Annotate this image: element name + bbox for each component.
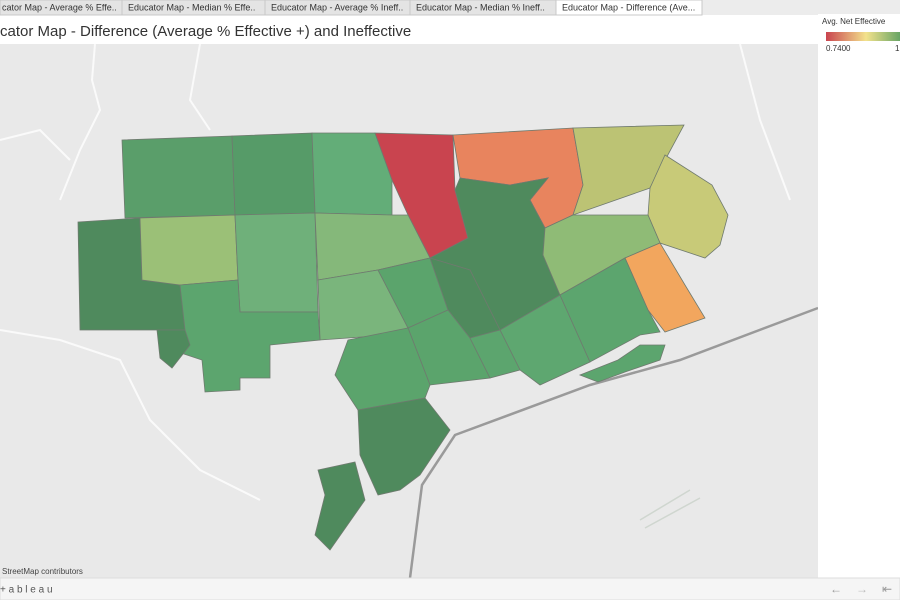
region[interactable]: [578, 344, 666, 383]
legend-panel: [818, 14, 900, 578]
attribution: StreetMap contributors: [2, 567, 83, 576]
legend-title: Avg. Net Effective: [822, 17, 886, 26]
roads: [0, 43, 791, 501]
region[interactable]: [121, 135, 236, 219]
legend-gradient: [826, 32, 900, 41]
logo[interactable]: + a b l e a u: [0, 585, 53, 596]
region[interactable]: [469, 329, 521, 379]
feature: [639, 489, 701, 529]
region[interactable]: [559, 257, 661, 363]
tabs: cator Map - Average % Effe.. Educator Ma…: [0, 0, 703, 16]
tab-label[interactable]: Educator Map - Median % Ineff..: [416, 2, 545, 12]
region[interactable]: [156, 329, 191, 369]
nav-start[interactable]: ⇤: [882, 582, 892, 596]
region[interactable]: [314, 461, 366, 551]
region[interactable]: [139, 214, 239, 286]
tab-label[interactable]: Educator Map - Difference (Ave...: [562, 2, 695, 12]
tab-label[interactable]: Educator Map - Average % Ineff..: [271, 2, 403, 12]
region[interactable]: [311, 132, 393, 216]
river: [408, 306, 819, 579]
tab-active[interactable]: [555, 0, 703, 16]
tab-label[interactable]: Educator Map - Median % Effe..: [128, 2, 255, 12]
legend-min: 0.7400: [826, 44, 851, 53]
footer: [0, 577, 900, 601]
region[interactable]: [231, 132, 316, 216]
region[interactable]: [572, 124, 685, 216]
tab-label[interactable]: cator Map - Average % Effe..: [2, 2, 117, 12]
title: cator Map - Difference (Average % Effect…: [0, 23, 411, 40]
regions: [77, 124, 729, 551]
region[interactable]: [357, 397, 451, 496]
region[interactable]: [234, 212, 319, 313]
nav-forward[interactable]: →: [856, 582, 868, 596]
nav-back[interactable]: ←: [830, 582, 842, 596]
legend-max: 1: [895, 44, 900, 53]
